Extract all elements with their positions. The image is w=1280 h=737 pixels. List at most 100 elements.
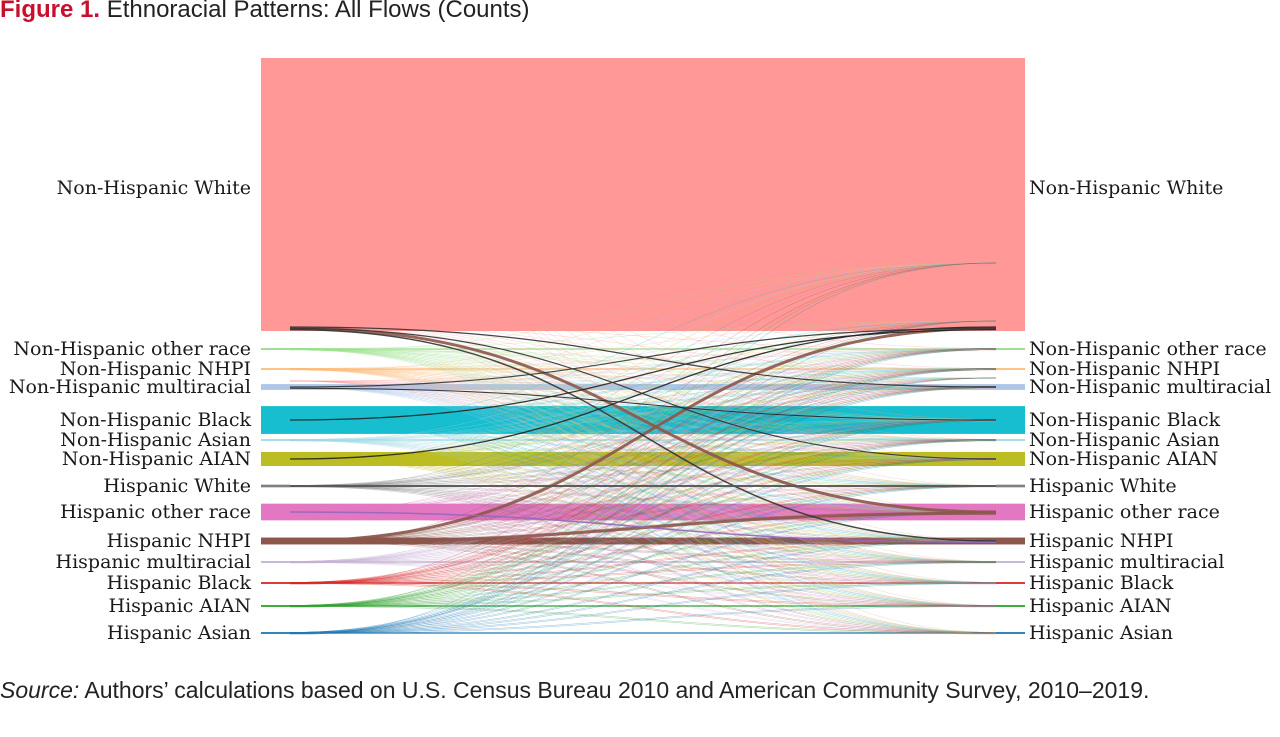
flow-hispanic-aian-to-non-hispanic-aian bbox=[289, 459, 997, 607]
flow-hispanic-nhpi-to-non-hispanic-black bbox=[289, 420, 997, 542]
flow-hispanic-asian-to-hispanic-black bbox=[289, 582, 997, 633]
flow-non-hispanic-black-to-hispanic-nhpi bbox=[289, 420, 997, 542]
flow-hispanic-other-race-to-hispanic-black bbox=[289, 512, 997, 584]
flow-non-hispanic-asian-to-hispanic-aian bbox=[289, 440, 997, 607]
flow-non-hispanic-black-to-non-hispanic-white bbox=[289, 377, 997, 421]
flow-hispanic-other-race-to-non-hispanic-nhpi bbox=[289, 369, 997, 513]
flow-hispanic-nhpi-to-non-hispanic-multiracial bbox=[289, 387, 997, 542]
right-node-hispanic-multiracial bbox=[996, 561, 1025, 563]
flow-hispanic-other-race-to-non-hispanic-asian bbox=[289, 439, 997, 512]
flow-non-hispanic-multiracial-to-hispanic-nhpi bbox=[289, 386, 997, 541]
flow-hispanic-black-to-hispanic-aian bbox=[289, 582, 997, 606]
flow-non-hispanic-asian-to-hispanic-nhpi bbox=[289, 439, 997, 541]
left-label-hispanic-black: Hispanic Black bbox=[106, 572, 251, 594]
flow-hispanic-asian-to-non-hispanic-other-race bbox=[289, 349, 997, 634]
flow-hispanic-multiracial-to-non-hispanic-asian bbox=[289, 439, 997, 562]
flow-non-hispanic-multiracial-to-non-hispanic-white bbox=[289, 377, 997, 388]
flow-non-hispanic-other-race-to-hispanic-aian bbox=[289, 348, 997, 606]
left-label-non-hispanic-nhpi: Non-Hispanic NHPI bbox=[59, 358, 251, 380]
flow-non-hispanic-black-to-hispanic-other-race bbox=[289, 420, 997, 513]
flow-hispanic-black-to-non-hispanic-black bbox=[289, 419, 997, 583]
flow-non-hispanic-other-race-to-hispanic-white bbox=[289, 348, 997, 486]
flow-hispanic-asian-to-non-hispanic-white bbox=[289, 320, 997, 633]
flow-hispanic-multiracial-to-non-hispanic-black bbox=[289, 419, 997, 562]
left-node-non-hispanic-nhpi bbox=[261, 368, 290, 370]
right-node-non-hispanic-white bbox=[996, 58, 1025, 331]
flow-non-hispanic-asian-to-non-hispanic-nhpi bbox=[289, 369, 997, 441]
right-label-hispanic-aian: Hispanic AIAN bbox=[1029, 595, 1172, 617]
flow-hispanic-white-to-hispanic-nhpi bbox=[289, 486, 997, 542]
flow-hispanic-other-race-to-hispanic-asian bbox=[289, 511, 997, 633]
flow-hispanic-nhpi-to-non-hispanic-black bbox=[289, 419, 997, 541]
flow-hispanic-aian-to-hispanic-asian bbox=[289, 606, 997, 634]
flow-hispanic-black-to-non-hispanic-black bbox=[289, 420, 997, 584]
flow-hispanic-other-race-to-hispanic-white bbox=[289, 486, 997, 513]
flow-non-hispanic-asian-to-hispanic-multiracial bbox=[289, 440, 997, 563]
flow-hispanic-aian-to-hispanic-white bbox=[289, 485, 997, 606]
flow-hispanic-asian-to-hispanic-multiracial bbox=[289, 561, 997, 633]
flow-non-hispanic-asian-to-hispanic-black bbox=[289, 439, 997, 583]
right-node-hispanic-asian bbox=[996, 632, 1025, 634]
flow-non-hispanic-nhpi-to-non-hispanic-white bbox=[289, 369, 997, 379]
flow-non-hispanic-other-race-to-hispanic-multiracial bbox=[289, 348, 997, 562]
flow-non-hispanic-black-to-hispanic-asian bbox=[289, 419, 997, 633]
flow-non-hispanic-other-race-to-hispanic-asian bbox=[289, 349, 997, 634]
flow-non-hispanic-white-to-hispanic-other-race bbox=[289, 254, 997, 512]
flow-hispanic-white-to-hispanic-asian bbox=[289, 486, 997, 634]
left-node-hispanic-aian bbox=[261, 605, 290, 607]
flow-hispanic-asian-to-hispanic-nhpi bbox=[289, 541, 997, 634]
flow-hispanic-white-to-non-hispanic-other-race bbox=[289, 348, 997, 486]
flow-non-hispanic-aian-to-hispanic-aian bbox=[289, 459, 997, 607]
flow-non-hispanic-white-to-non-hispanic-asian bbox=[289, 380, 997, 443]
right-label-non-hispanic-other-race: Non-Hispanic other race bbox=[1029, 338, 1267, 360]
flow-non-hispanic-aian-to-hispanic-aian bbox=[289, 458, 997, 606]
major-flow-non-hispanic-multiracial-to-non-hispanic-black bbox=[289, 387, 997, 421]
left-category-labels: Non-Hispanic White Non-Hispanic other rac… bbox=[0, 0, 260, 737]
flow-hispanic-aian-to-hispanic-white bbox=[289, 486, 997, 607]
self-flow-non-hispanic-white bbox=[290, 58, 996, 331]
right-node-hispanic-white bbox=[996, 484, 1025, 488]
flow-non-hispanic-black-to-hispanic-black bbox=[289, 419, 997, 583]
flow-non-hispanic-aian-to-non-hispanic-white bbox=[289, 320, 997, 459]
major-flow-hispanic-other-race-to-hispanic-nhpi bbox=[289, 511, 997, 543]
flow-hispanic-white-to-non-hispanic-black bbox=[289, 420, 997, 487]
flow-non-hispanic-black-to-non-hispanic-nhpi bbox=[289, 369, 997, 421]
left-node-hispanic-black bbox=[261, 582, 290, 584]
flow-non-hispanic-black-to-non-hispanic-aian bbox=[289, 419, 997, 459]
flow-non-hispanic-multiracial-to-hispanic-aian bbox=[289, 386, 997, 606]
flow-non-hispanic-multiracial-to-non-hispanic-black bbox=[289, 386, 997, 420]
flow-non-hispanic-black-to-hispanic-other-race bbox=[289, 419, 997, 512]
flow-non-hispanic-white-to-non-hispanic-asian bbox=[289, 254, 997, 440]
major-flow-non-hispanic-aian-to-non-hispanic-white bbox=[289, 326, 997, 460]
flow-non-hispanic-white-to-hispanic-asian bbox=[289, 380, 997, 636]
figure-title: Figure 1. Ethnoracial Patterns: All Flow… bbox=[0, 0, 530, 24]
flow-non-hispanic-asian-to-hispanic-other-race bbox=[289, 439, 997, 512]
flow-hispanic-nhpi-to-hispanic-white bbox=[289, 486, 997, 542]
flow-hispanic-other-race-to-non-hispanic-other-race bbox=[289, 348, 997, 512]
flow-non-hispanic-multiracial-to-hispanic-white bbox=[289, 387, 997, 487]
flow-non-hispanic-nhpi-to-non-hispanic-white bbox=[289, 320, 997, 369]
flow-non-hispanic-black-to-hispanic-nhpi bbox=[289, 419, 997, 541]
flow-hispanic-black-to-non-hispanic-white bbox=[289, 377, 997, 584]
flow-hispanic-aian-to-non-hispanic-aian bbox=[289, 458, 997, 606]
flow-hispanic-multiracial-to-non-hispanic-multiracial bbox=[289, 387, 997, 563]
flow-hispanic-white-to-non-hispanic-nhpi bbox=[289, 369, 997, 487]
right-label-hispanic-multiracial: Hispanic multiracial bbox=[1029, 551, 1225, 573]
flow-non-hispanic-aian-to-non-hispanic-multiracial bbox=[289, 386, 997, 459]
major-flow-non-hispanic-multiracial-to-non-hispanic-white bbox=[289, 327, 997, 388]
flow-non-hispanic-aian-to-non-hispanic-black bbox=[289, 420, 997, 460]
flow-hispanic-aian-to-hispanic-black bbox=[289, 582, 997, 606]
flow-hispanic-asian-to-hispanic-aian bbox=[289, 606, 997, 634]
source-note: Source: Authors’ calculations based on U… bbox=[0, 674, 1270, 707]
left-node-hispanic-asian bbox=[261, 632, 290, 634]
flow-non-hispanic-aian-to-hispanic-multiracial bbox=[289, 459, 997, 563]
major-flow-non-hispanic-white-to-hispanic-nhpi bbox=[289, 328, 997, 542]
flow-non-hispanic-aian-to-non-hispanic-other-race bbox=[289, 348, 997, 459]
flow-non-hispanic-multiracial-to-non-hispanic-other-race bbox=[289, 349, 997, 388]
right-label-non-hispanic-aian: Non-Hispanic AIAN bbox=[1029, 448, 1219, 470]
right-label-hispanic-other-race: Hispanic other race bbox=[1029, 501, 1220, 523]
flow-hispanic-other-race-to-hispanic-aian bbox=[289, 512, 997, 607]
flow-hispanic-nhpi-to-hispanic-aian bbox=[289, 540, 997, 606]
flow-hispanic-black-to-hispanic-white bbox=[289, 485, 997, 583]
